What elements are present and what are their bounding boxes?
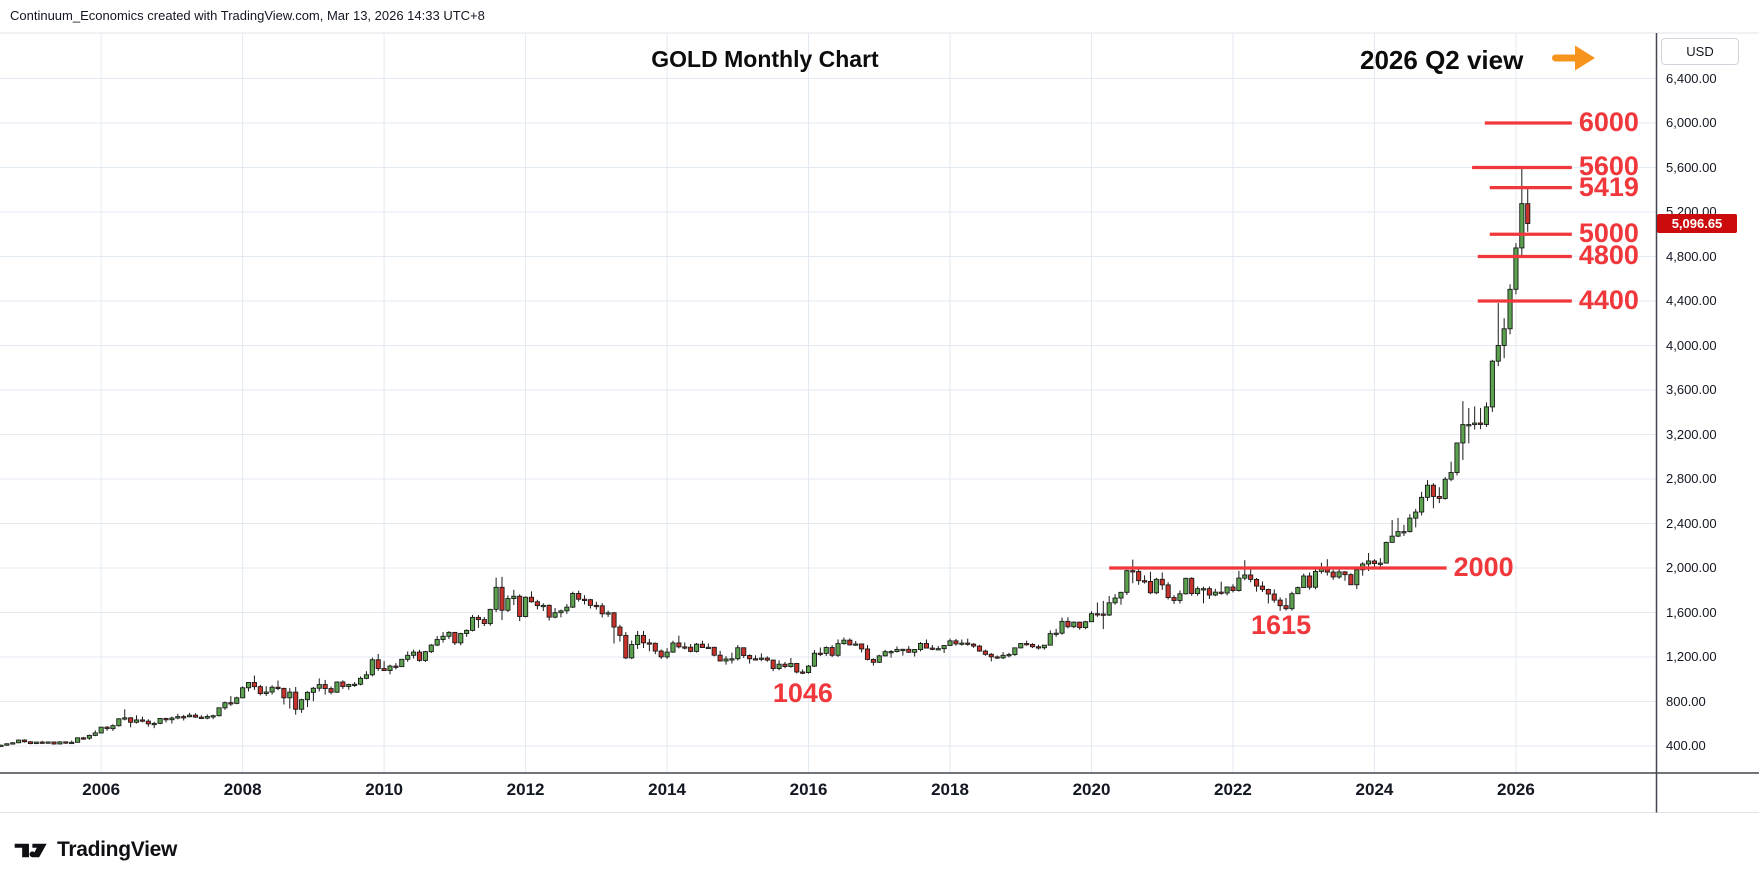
tradingview-logo-icon: [14, 839, 48, 862]
tradingview-logo-text: TradingView: [57, 838, 178, 861]
tradingview-logo[interactable]: TradingView: [14, 838, 177, 862]
borders-layer: [0, 32, 1759, 813]
currency-usd-button[interactable]: USD: [1661, 38, 1739, 65]
grid-layer: [0, 33, 1656, 773]
attribution-text: Continuum_Economics created with Trading…: [10, 8, 485, 23]
candles-layer: [0, 167, 1531, 747]
levels-layer: [1109, 121, 1572, 570]
